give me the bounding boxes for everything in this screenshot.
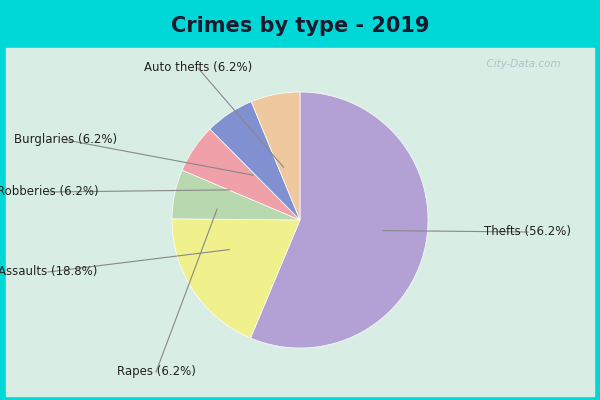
- Text: Burglaries (6.2%): Burglaries (6.2%): [14, 134, 118, 146]
- Text: Rapes (6.2%): Rapes (6.2%): [116, 366, 196, 378]
- Text: Robberies (6.2%): Robberies (6.2%): [0, 186, 99, 198]
- Text: Crimes by type - 2019: Crimes by type - 2019: [171, 16, 429, 36]
- Text: Auto thefts (6.2%): Auto thefts (6.2%): [144, 62, 252, 74]
- Text: Thefts (56.2%): Thefts (56.2%): [485, 226, 571, 238]
- Text: City-Data.com: City-Data.com: [480, 59, 560, 69]
- Text: Assaults (18.8%): Assaults (18.8%): [0, 266, 98, 278]
- Wedge shape: [210, 102, 300, 220]
- Wedge shape: [251, 92, 300, 220]
- Wedge shape: [251, 92, 428, 348]
- Wedge shape: [172, 170, 300, 220]
- Wedge shape: [172, 219, 300, 338]
- Wedge shape: [182, 129, 300, 220]
